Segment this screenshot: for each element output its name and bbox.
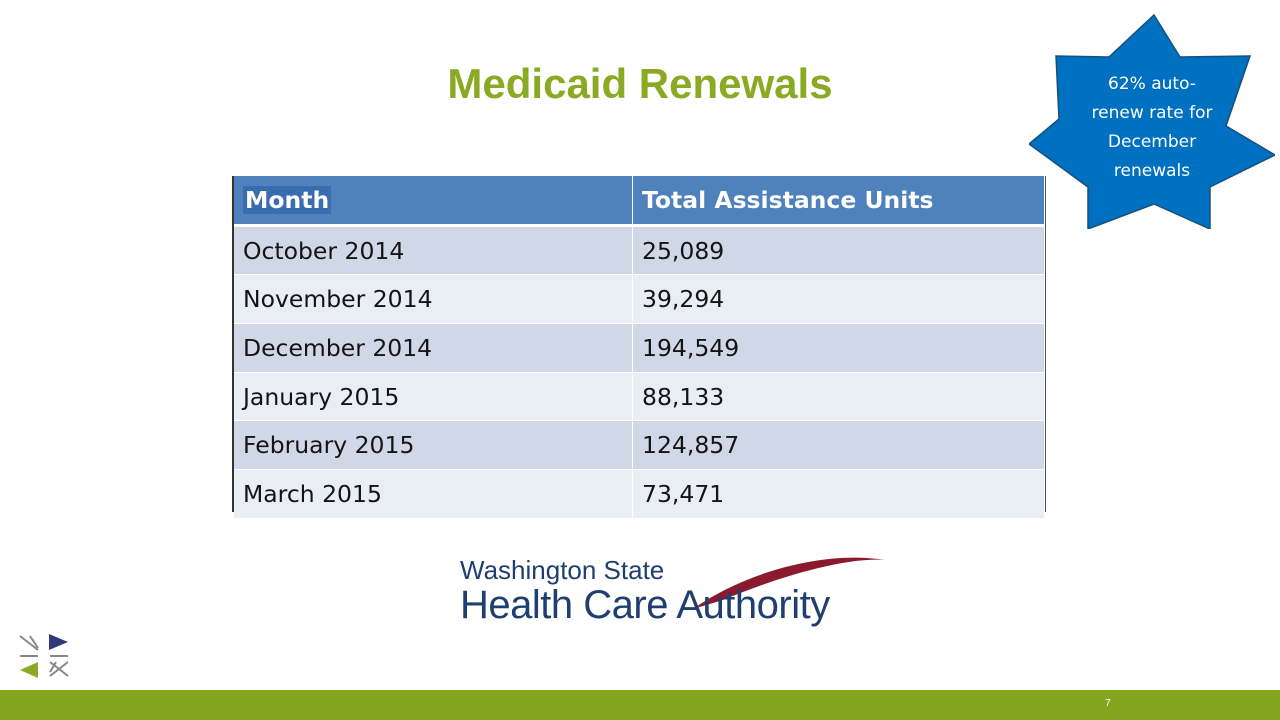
callout-line: renew rate for [1091,103,1213,123]
callout-line: December [1107,132,1197,152]
starburst-callout-shape [1029,14,1275,229]
month-cell: February 2015 [234,420,633,471]
month-cell: October 2014 [234,225,633,276]
callout-line: renewals [1113,161,1191,181]
month-cell: December 2014 [234,323,633,373]
header-month-label: Month [243,185,332,214]
page-number: 7 [1105,698,1111,709]
table-header-row: Month Total Assistance Units [234,176,1045,227]
logo-line-1: Washington State [460,555,665,585]
table-row: October 2014 25,089 [234,225,1045,276]
units-cell: 194,549 [632,323,1045,373]
units-cell: 88,133 [632,372,1045,422]
renewals-table: Month Total Assistance Units October 201… [234,176,1045,519]
table-row: February 2015 124,857 [234,420,1045,471]
hca-logo: Washington State Health Care Authority [455,552,895,637]
logo-swoosh-icon [693,557,885,609]
logo-line-2: Health Care Authority [460,583,830,627]
starburst-shape [1029,14,1275,229]
callout-line: 62% auto- [1108,74,1196,94]
renewals-table-image: Month Total Assistance Units October 201… [232,176,1046,519]
footer-bar [0,690,1280,720]
units-cell: 39,294 [632,274,1045,325]
header-month: Month [234,176,633,227]
hca-emblem-icon [19,634,69,678]
table-row: January 2015 88,133 [234,372,1045,422]
units-cell: 73,471 [632,469,1045,519]
header-total-units: Total Assistance Units [632,176,1045,227]
table-row: December 2014 194,549 [234,323,1045,373]
table-row: March 2015 73,471 [234,469,1045,519]
units-cell: 25,089 [632,225,1045,276]
units-cell: 124,857 [632,420,1045,471]
month-cell: January 2015 [234,372,633,422]
table-row: November 2014 39,294 [234,274,1045,325]
slide-title: Medicaid Renewals [447,60,833,107]
month-cell: November 2014 [234,274,633,325]
month-cell: March 2015 [234,469,633,519]
callout-text: 62% auto- renew rate for December renewa… [1074,70,1230,186]
